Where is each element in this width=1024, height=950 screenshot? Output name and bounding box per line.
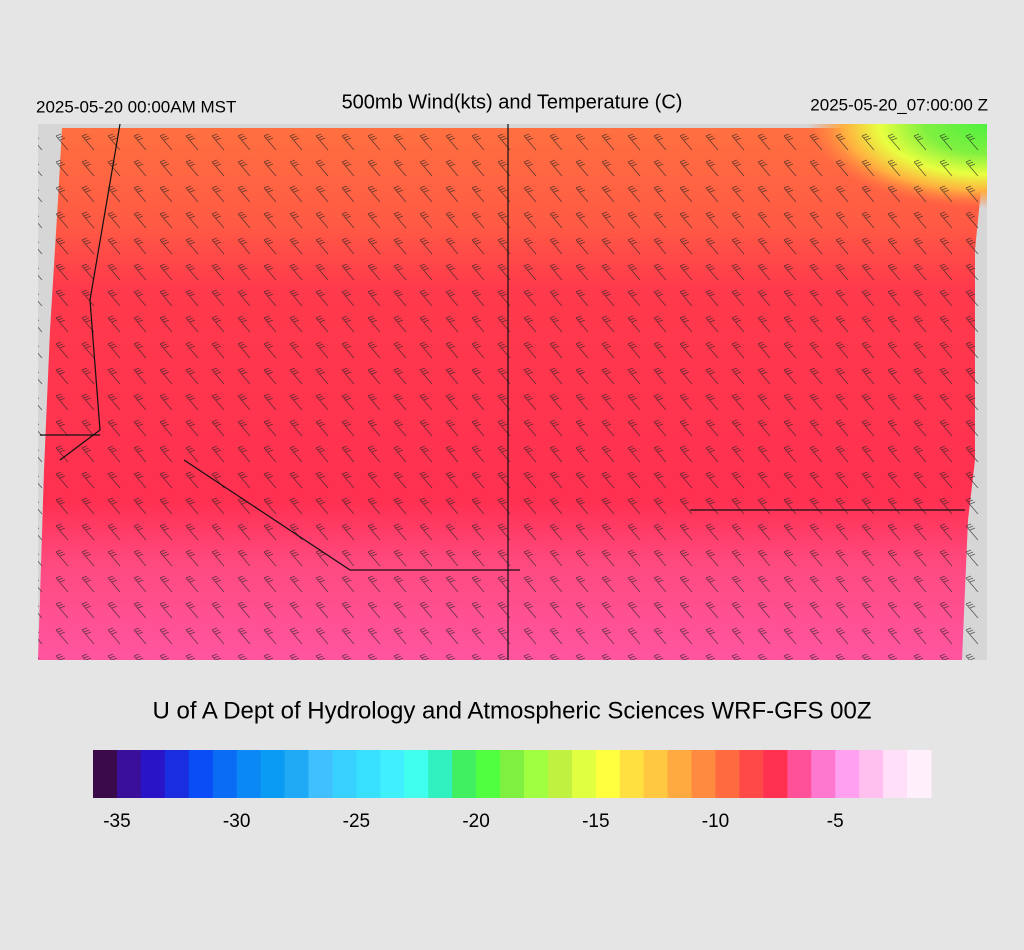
boundaries <box>40 123 965 660</box>
colorbar-box <box>356 750 381 798</box>
colorbar-tick-label: -30 <box>223 811 250 832</box>
colorbar-box <box>164 750 190 798</box>
credit: U of A Dept of Hydrology and Atmospheric… <box>153 697 872 724</box>
colorbar-tick-label: -15 <box>582 811 609 832</box>
colorbar-tick-label: -25 <box>343 811 370 832</box>
colorbar-box <box>308 750 333 798</box>
colorbar-box <box>835 750 860 798</box>
colorbar-box <box>619 750 645 798</box>
colorbar-box <box>212 750 238 798</box>
colorbar-box <box>476 750 501 798</box>
colorbar-box <box>643 750 669 798</box>
colorbar-box <box>188 750 214 798</box>
colorbar-box <box>500 750 525 798</box>
colorbar-box <box>811 750 836 798</box>
colorbar-box <box>140 750 166 798</box>
colorbar-box <box>691 750 717 798</box>
colorbar-box <box>787 750 812 798</box>
colorbar-tick-label: -10 <box>702 811 729 832</box>
colorbar-box <box>452 750 477 798</box>
valid-time-utc: 2025-05-20_07:00:00 Z <box>810 95 988 114</box>
colorbar-box <box>93 750 118 798</box>
map-panel <box>38 123 987 660</box>
colorbar-box <box>667 750 693 798</box>
colorbar-box <box>332 750 357 798</box>
colorbar-box <box>428 750 453 798</box>
colorbar-box <box>595 750 621 798</box>
colorbar-box <box>883 750 908 798</box>
colorbar: -35 -30 -25 -20 -15 -10 -5 <box>93 750 932 832</box>
colorbar-box <box>715 750 740 798</box>
colorbar-box <box>547 750 573 798</box>
map-title: 500mb Wind(kts) and Temperature (C) <box>342 91 683 113</box>
colorbar-box <box>739 750 764 798</box>
colorbar-box <box>404 750 429 798</box>
colorbar-box <box>260 750 286 798</box>
colorbar-tick-label: -20 <box>462 811 489 832</box>
colorbar-box <box>907 750 932 798</box>
colorbar-box <box>236 750 262 798</box>
colorbar-box <box>116 750 142 798</box>
colorbar-box <box>523 750 549 798</box>
colorbar-box <box>571 750 597 798</box>
colorbar-tick-label: -35 <box>103 811 130 832</box>
valid-time-local: 2025-05-20 00:00AM MST <box>36 97 236 116</box>
wind-barbs <box>38 124 987 660</box>
colorbar-box <box>380 750 405 798</box>
colorbar-box <box>284 750 309 798</box>
colorbar-box <box>763 750 788 798</box>
colorbar-box <box>859 750 884 798</box>
colorbar-tick-label: -5 <box>827 811 844 832</box>
